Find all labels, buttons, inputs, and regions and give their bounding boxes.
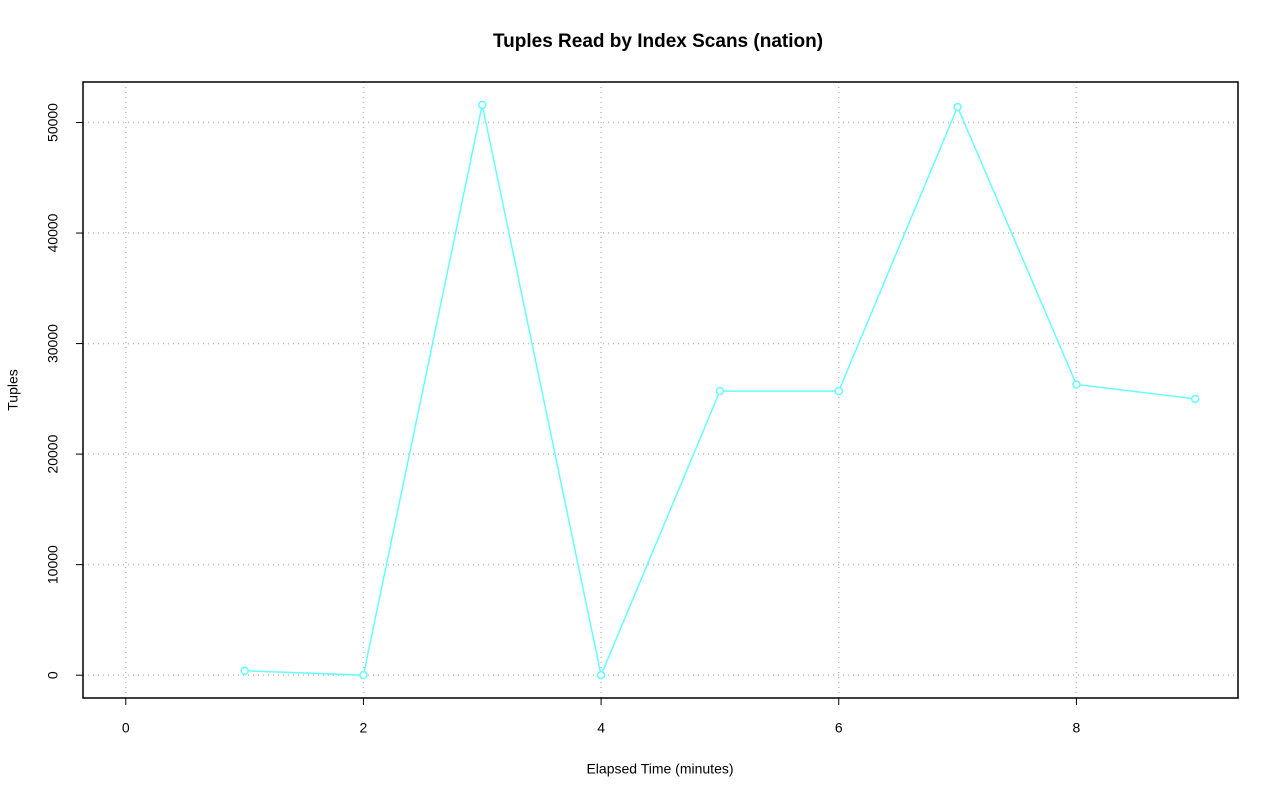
x-tick-label: 0 <box>122 720 130 736</box>
point <box>715 386 725 396</box>
x-tick-label: 4 <box>597 720 605 736</box>
chart-title: Tuples Read by Index Scans (nation) <box>493 31 823 52</box>
point <box>478 100 487 110</box>
y-tick-label: 10000 <box>45 545 61 584</box>
x-tick-label: 6 <box>835 720 843 736</box>
point <box>1072 380 1081 389</box>
point <box>953 102 962 112</box>
y-tick-label: 20000 <box>45 434 61 473</box>
point <box>359 670 368 680</box>
x-tick-label: 8 <box>1072 720 1080 736</box>
x-tick-label: 2 <box>360 720 368 736</box>
point <box>834 386 843 396</box>
point <box>596 670 606 680</box>
plot-frame <box>82 81 1239 699</box>
y-tick-label: 30000 <box>45 324 61 363</box>
x-axis-label: Elapsed Time (minutes) <box>586 761 733 777</box>
y-axis-label: Tuples <box>5 369 21 411</box>
y-tick-label: 0 <box>45 671 61 679</box>
point <box>1190 394 1200 404</box>
y-tick-label: 50000 <box>45 103 61 142</box>
y-tick-label: 40000 <box>45 213 61 252</box>
point <box>240 666 249 676</box>
